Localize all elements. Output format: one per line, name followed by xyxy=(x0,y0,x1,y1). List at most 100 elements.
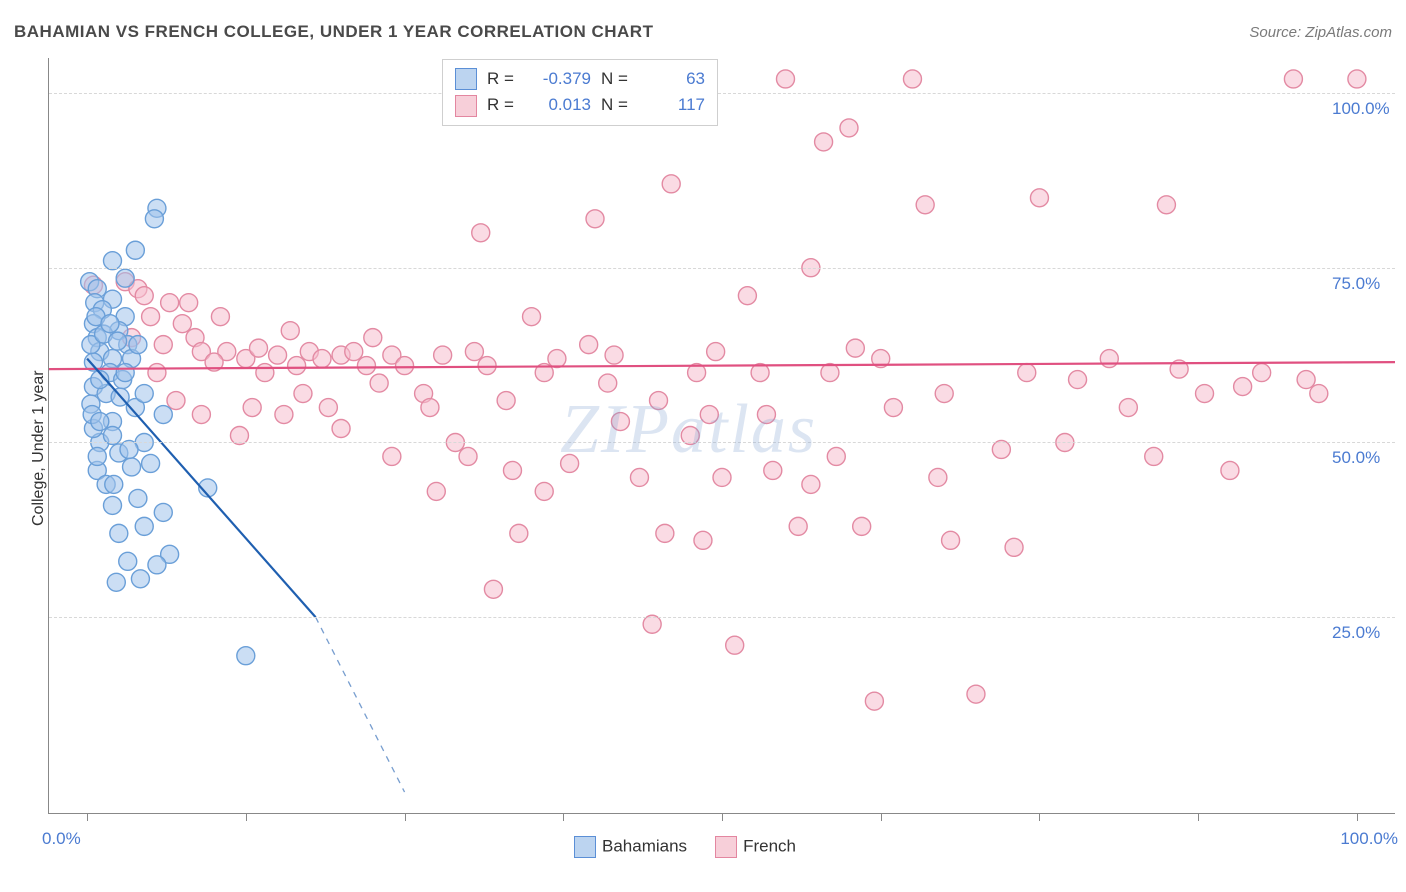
legend-r-value: 0.013 xyxy=(531,92,591,118)
x-tick xyxy=(405,813,406,821)
french-point xyxy=(357,357,375,375)
french-point xyxy=(840,119,858,137)
french-point xyxy=(154,336,172,354)
bahamians-point xyxy=(116,364,134,382)
x-tick xyxy=(563,813,564,821)
french-point xyxy=(802,475,820,493)
french-point xyxy=(281,322,299,340)
bahamians-point xyxy=(154,503,172,521)
french-point xyxy=(700,406,718,424)
french-point xyxy=(815,133,833,151)
french-point xyxy=(630,468,648,486)
chart-title: BAHAMIAN VS FRENCH COLLEGE, UNDER 1 YEAR… xyxy=(14,22,653,42)
plot-area xyxy=(48,58,1395,814)
legend-n-value: 63 xyxy=(645,66,705,92)
bahamians-point xyxy=(103,496,121,514)
french-point xyxy=(827,447,845,465)
french-point xyxy=(427,482,445,500)
bahamians-point xyxy=(154,406,172,424)
bahamians-point xyxy=(105,475,123,493)
french-point xyxy=(935,385,953,403)
french-point xyxy=(884,399,902,417)
french-point xyxy=(1119,399,1137,417)
french-point xyxy=(1348,70,1366,88)
legend-r-value: -0.379 xyxy=(531,66,591,92)
legend-n-value: 117 xyxy=(645,92,705,118)
bahamians-point xyxy=(142,454,160,472)
french-point xyxy=(288,357,306,375)
french-point xyxy=(484,580,502,598)
french-point xyxy=(916,196,934,214)
french-point xyxy=(364,329,382,347)
french-point xyxy=(599,374,617,392)
french-point xyxy=(1005,538,1023,556)
bahamians-point xyxy=(116,269,134,287)
french-point xyxy=(1284,70,1302,88)
legend-item: Bahamians xyxy=(574,836,687,858)
french-point xyxy=(211,308,229,326)
french-point xyxy=(694,531,712,549)
french-point xyxy=(465,343,483,361)
y-tick-label: 100.0% xyxy=(1332,99,1390,119)
bahamians-point xyxy=(119,552,137,570)
french-point xyxy=(142,308,160,326)
french-point xyxy=(173,315,191,333)
bahamians-point xyxy=(101,315,119,333)
french-point xyxy=(1310,385,1328,403)
french-point xyxy=(764,461,782,479)
french-point xyxy=(275,406,293,424)
french-point xyxy=(459,447,477,465)
correlation-legend: R =-0.379N =63R =0.013N =117 xyxy=(442,59,718,126)
french-point xyxy=(243,399,261,417)
french-point xyxy=(713,468,731,486)
french-point xyxy=(503,461,521,479)
french-point xyxy=(148,364,166,382)
french-point xyxy=(497,392,515,410)
french-point xyxy=(605,346,623,364)
x-axis-max-label: 100.0% xyxy=(1340,829,1398,849)
x-tick xyxy=(722,813,723,821)
y-tick-label: 25.0% xyxy=(1332,623,1380,643)
x-tick xyxy=(1198,813,1199,821)
french-point xyxy=(1069,371,1087,389)
x-tick xyxy=(246,813,247,821)
french-point xyxy=(853,517,871,535)
bahamians-point xyxy=(126,241,144,259)
french-point xyxy=(523,308,541,326)
french-point xyxy=(421,399,439,417)
bahamians-point xyxy=(145,210,163,228)
french-point xyxy=(167,392,185,410)
x-tick xyxy=(1357,813,1358,821)
french-point xyxy=(472,224,490,242)
gridline xyxy=(49,93,1395,94)
legend-label: Bahamians xyxy=(602,836,687,855)
bahamians-point xyxy=(88,447,106,465)
x-tick xyxy=(1039,813,1040,821)
french-point xyxy=(396,357,414,375)
y-axis-label: College, Under 1 year xyxy=(30,370,48,526)
series-legend: BahamiansFrench xyxy=(574,836,796,858)
french-point xyxy=(294,385,312,403)
legend-n-label: N = xyxy=(601,92,635,118)
french-point xyxy=(776,70,794,88)
french-point xyxy=(662,175,680,193)
french-point xyxy=(510,524,528,542)
french-point xyxy=(535,482,553,500)
plot-svg xyxy=(49,58,1395,813)
french-point xyxy=(650,392,668,410)
bahamians-point xyxy=(135,517,153,535)
bahamians-point xyxy=(110,524,128,542)
french-point xyxy=(1234,378,1252,396)
french-point xyxy=(180,294,198,312)
legend-r-label: R = xyxy=(487,66,521,92)
french-point xyxy=(434,346,452,364)
chart-source: Source: ZipAtlas.com xyxy=(1249,24,1392,41)
bahamians-point xyxy=(135,385,153,403)
french-point xyxy=(738,287,756,305)
legend-swatch xyxy=(455,95,477,117)
french-point xyxy=(1221,461,1239,479)
bahamians-point xyxy=(129,336,147,354)
french-point xyxy=(135,287,153,305)
legend-r-label: R = xyxy=(487,92,521,118)
bahamians-point xyxy=(131,570,149,588)
